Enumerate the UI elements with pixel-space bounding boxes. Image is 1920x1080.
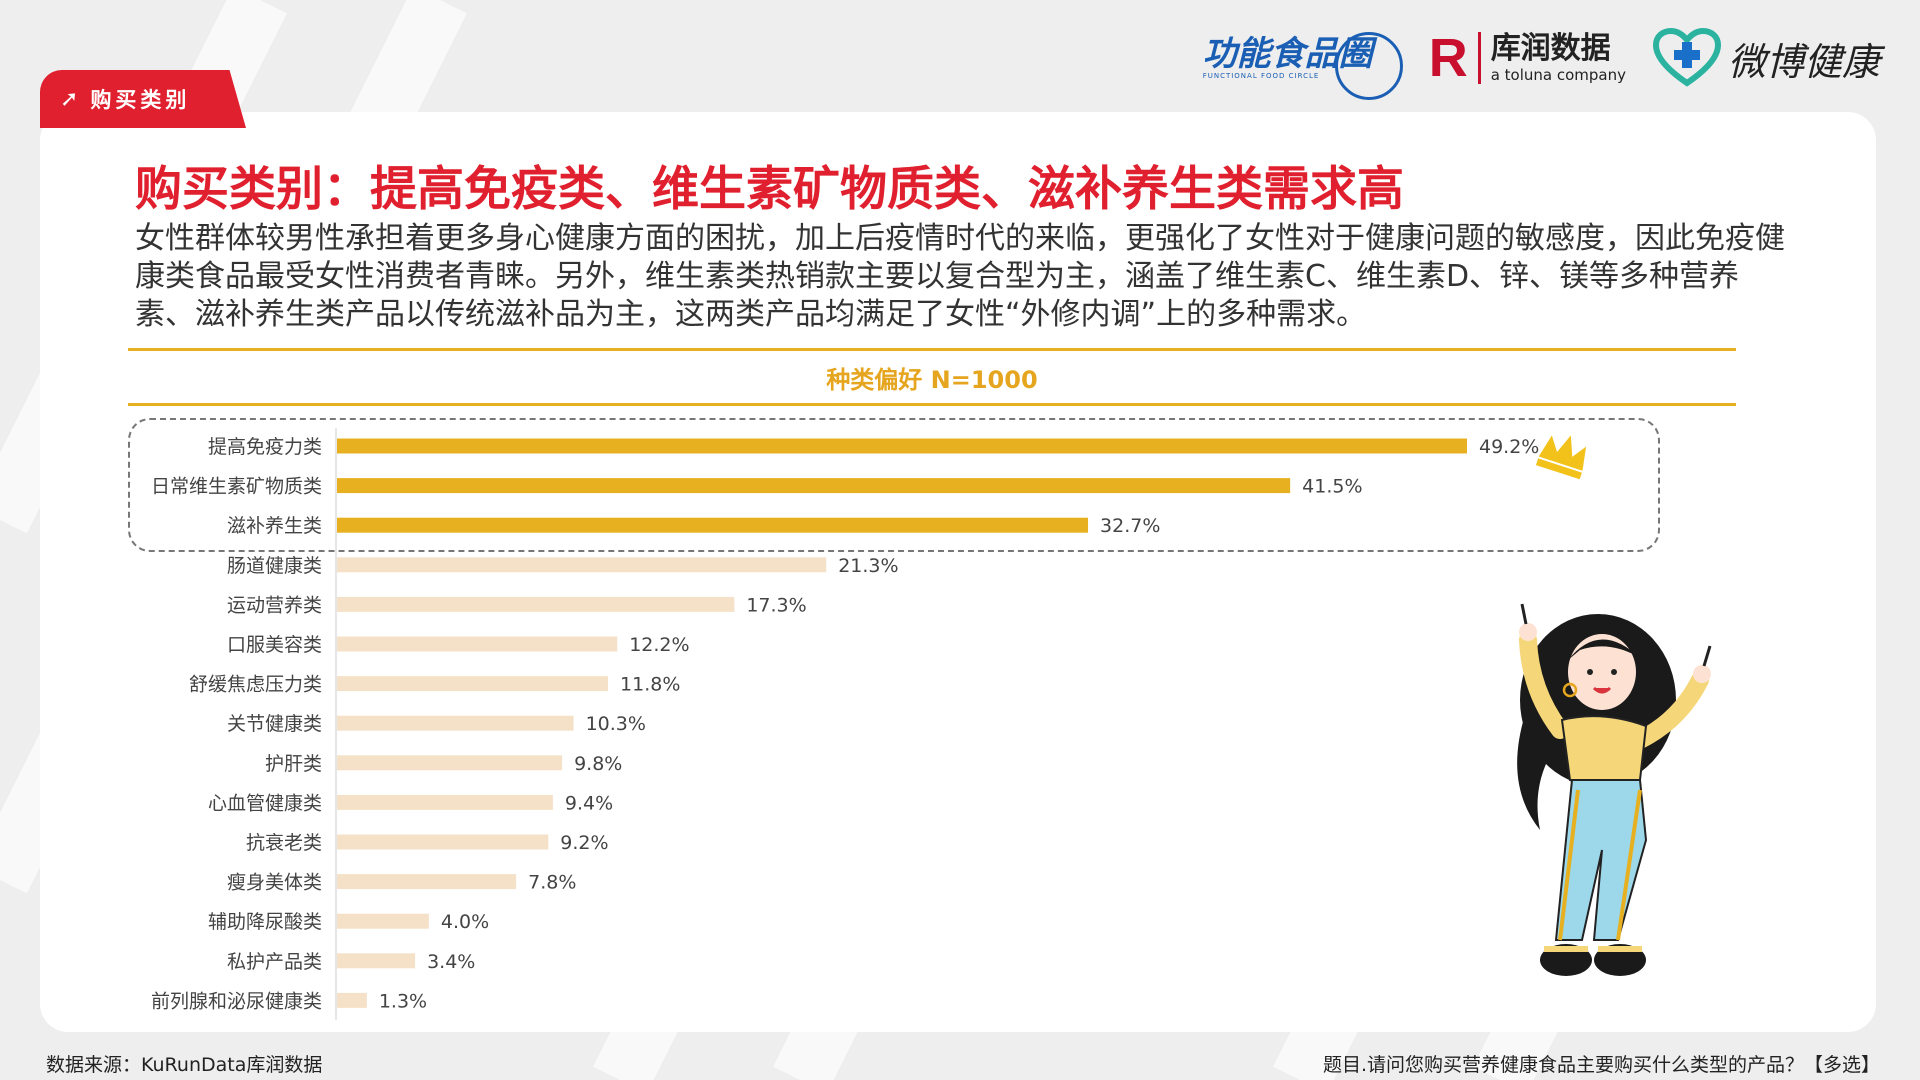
bar: [337, 913, 429, 929]
value-label: 9.8%: [574, 753, 622, 775]
section-tag-label: 购买类别: [90, 88, 191, 112]
category-label: 私护产品类: [227, 951, 322, 973]
value-label: 4.0%: [441, 911, 489, 933]
value-label: 9.2%: [560, 832, 608, 854]
bar: [337, 517, 1089, 533]
ffc-logo-subtext: FUNCTIONAL FOOD CIRCLE: [1202, 72, 1320, 80]
top3-highlight-box: [128, 418, 1660, 552]
bar: [337, 676, 609, 692]
category-label: 辅助降尿酸类: [208, 911, 322, 933]
kurun-mark: R: [1428, 28, 1468, 88]
bar: [337, 557, 827, 573]
category-label: 肠道健康类: [227, 555, 322, 577]
value-label: 9.4%: [565, 792, 613, 814]
bar: [337, 636, 618, 652]
value-label: 49.2%: [1479, 436, 1539, 458]
functional-food-circle-logo: 功能食品圈 FUNCTIONAL FOOD CIRCLE: [1202, 32, 1403, 100]
question-note: 题目.请问您购买营养健康食品主要购买什么类型的产品？【多选】: [1322, 1054, 1880, 1076]
value-label: 21.3%: [838, 555, 898, 577]
logo-ring: [1334, 32, 1403, 100]
heart-plus-icon: [1652, 28, 1721, 87]
chart-header: 种类偏好 N=1000: [128, 348, 1736, 406]
summary-paragraph: 女性群体较男性承担着更多身心健康方面的困扰，加上后疫情时代的来临，更强化了女性对…: [135, 221, 1785, 332]
value-label: 3.4%: [427, 951, 475, 973]
woman-illustration: [1517, 603, 1712, 976]
section-tag: ➚ 购买类别: [40, 70, 246, 128]
category-label: 运动营养类: [227, 594, 322, 616]
kurun-name: 库润数据: [1490, 31, 1611, 66]
weibo-health-text: 微博健康: [1727, 39, 1880, 84]
value-label: 10.3%: [586, 713, 646, 735]
value-label: 41.5%: [1302, 476, 1362, 498]
category-label: 口服美容类: [227, 634, 322, 656]
category-label: 护肝类: [265, 753, 322, 775]
category-label: 舒缓焦虑压力类: [189, 674, 322, 696]
page-title: 购买类别：提高免疫类、维生素矿物质类、滋补养生类需求高: [135, 162, 1404, 217]
category-label: 滋补养生类: [227, 515, 322, 537]
bar: [337, 992, 367, 1008]
bar: [337, 953, 416, 969]
category-label: 日常维生素矿物质类: [151, 476, 322, 498]
kurun-sub: a toluna company: [1490, 66, 1626, 84]
bar: [337, 478, 1291, 494]
bar: [337, 874, 517, 890]
value-label: 12.2%: [629, 634, 689, 656]
bar: [337, 834, 549, 850]
kurun-logo: R 库润数据 a toluna company: [1429, 31, 1626, 85]
value-label: 17.3%: [746, 594, 806, 616]
category-label: 抗衰老类: [246, 832, 322, 854]
bar: [337, 755, 563, 771]
category-label: 瘦身美体类: [227, 872, 322, 894]
bar: [337, 794, 553, 810]
bar: [337, 715, 574, 731]
weibo-health-logo: 微博健康: [1652, 28, 1880, 88]
value-label: 1.3%: [379, 990, 427, 1012]
category-label: 心血管健康类: [208, 792, 322, 814]
logo-bar: 功能食品圈 FUNCTIONAL FOOD CIRCLE R 库润数据 a to…: [1202, 18, 1880, 100]
bar: [337, 438, 1467, 454]
category-label: 前列腺和泌尿健康类: [151, 990, 322, 1012]
category-label: 提高免疫力类: [208, 436, 322, 458]
bar: [337, 596, 735, 612]
category-label: 关节健康类: [227, 713, 322, 735]
kurun-divider: [1477, 32, 1481, 84]
source-note: 数据来源：KuRunData库润数据: [46, 1054, 323, 1076]
chart-header-label: 种类偏好 N=1000: [826, 365, 1038, 394]
crown-icon: [1535, 435, 1587, 480]
value-label: 7.8%: [528, 872, 576, 894]
value-label: 11.8%: [620, 674, 680, 696]
value-label: 32.7%: [1100, 515, 1160, 537]
arrow-icon: ➚: [60, 86, 79, 112]
